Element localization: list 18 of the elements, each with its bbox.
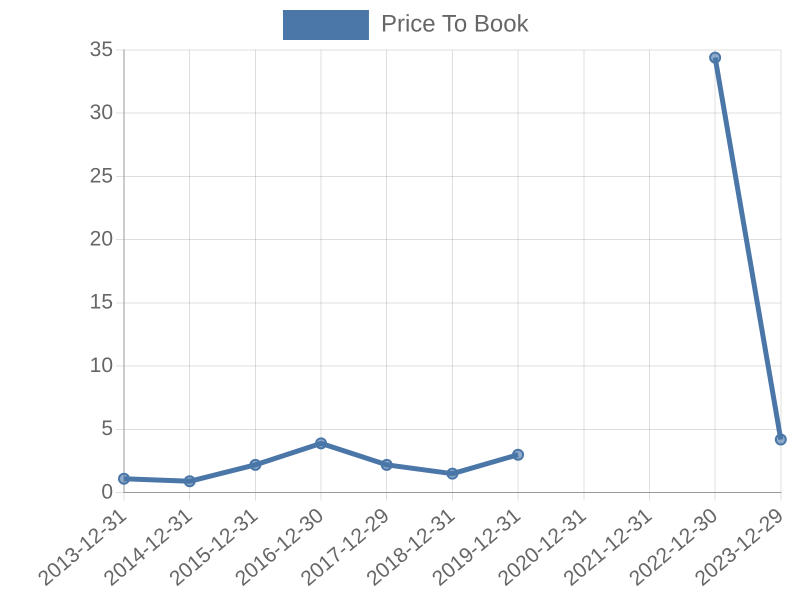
y-tick-label: 30 [90, 101, 113, 124]
y-tick-label: 5 [101, 417, 113, 440]
y-tick-label: 20 [90, 228, 113, 251]
point [315, 437, 328, 450]
point [512, 448, 524, 461]
y-tick-label: 25 [90, 164, 113, 188]
point [380, 458, 393, 471]
legend-label: Price To Book [380, 10, 530, 38]
point [446, 468, 458, 480]
point [774, 434, 787, 446]
point [118, 472, 130, 485]
y-tick-label: 10 [90, 354, 113, 377]
y-tick-label: 0 [101, 480, 113, 504]
y-tick-label: 35 [90, 38, 113, 61]
point [709, 52, 722, 64]
y-tick-label: 15 [90, 290, 113, 314]
point [249, 458, 262, 471]
point [184, 475, 196, 488]
